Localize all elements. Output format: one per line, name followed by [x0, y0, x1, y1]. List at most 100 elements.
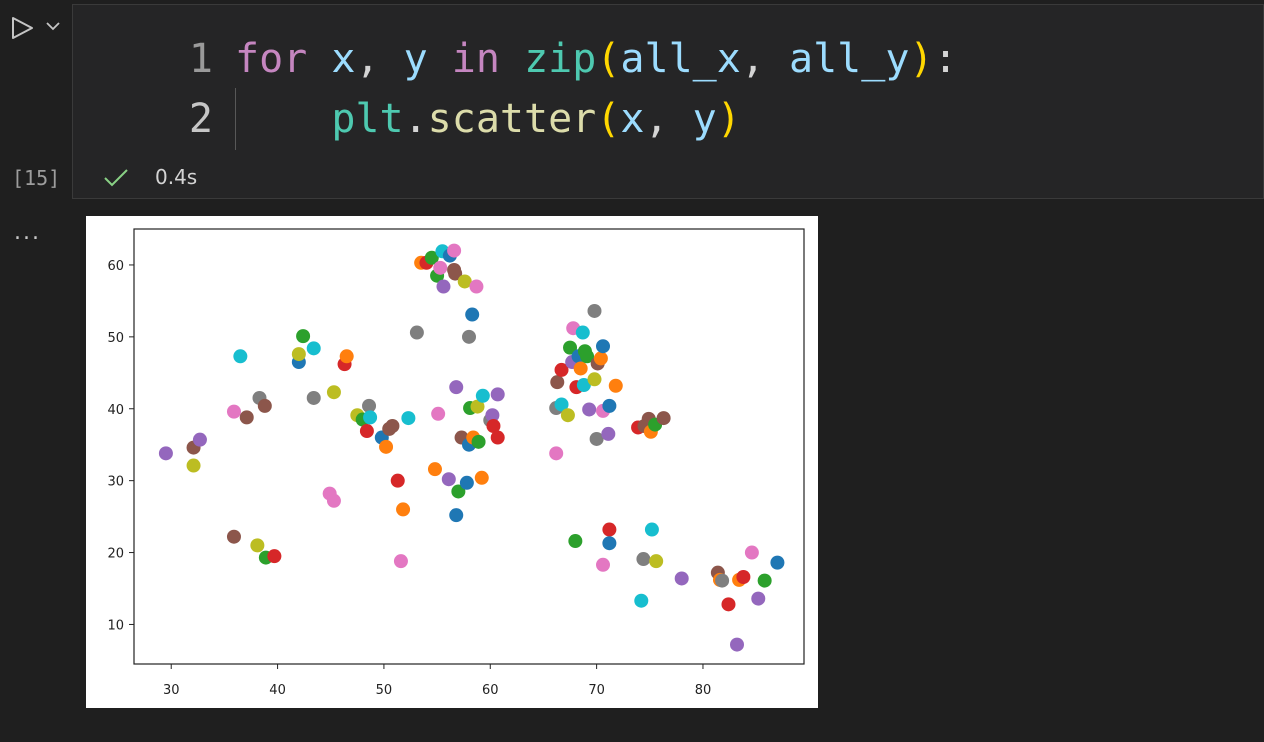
- scatter-point: [448, 266, 463, 281]
- scatter-point: [736, 570, 751, 584]
- scatter-point: [441, 472, 456, 487]
- scatter-point: [296, 329, 311, 344]
- scatter-point: [475, 388, 490, 403]
- scatter-point: [649, 554, 664, 569]
- scatter-point: [580, 349, 595, 364]
- run-cell-button[interactable]: [10, 16, 36, 40]
- code-token: .: [403, 96, 428, 142]
- scatter-point: [576, 378, 591, 393]
- scatter-point: [436, 279, 451, 294]
- scatter-point: [573, 361, 588, 376]
- code-token: [307, 36, 331, 82]
- scatter-point: [486, 419, 501, 434]
- line-number: 1: [188, 36, 213, 82]
- scatter-point: [431, 406, 446, 421]
- y-tick-label: 30: [107, 475, 124, 490]
- scatter-point: [550, 375, 565, 390]
- scatter-point: [465, 307, 480, 322]
- code-token: plt: [331, 96, 404, 142]
- scatter-point: [474, 470, 489, 485]
- code-token: x: [620, 96, 645, 142]
- code-token: in: [451, 36, 500, 82]
- scatter-point: [587, 372, 602, 387]
- scatter-point: [393, 554, 408, 569]
- scatter-point: [490, 387, 505, 402]
- scatter-point: [596, 339, 610, 354]
- scatter-point: [226, 529, 241, 544]
- scatter-point: [306, 341, 321, 356]
- scatter-point: [730, 637, 744, 652]
- scatter-point: [385, 419, 400, 434]
- code-editor[interactable]: 1 for x, y in zip(all_x, all_y): 2 plt.s…: [73, 5, 1263, 155]
- execution-duration: 0.4s: [155, 165, 198, 189]
- scatter-point: [291, 347, 306, 362]
- scatter-point: [560, 408, 575, 423]
- scatter-point: [424, 250, 439, 265]
- scatter-point: [462, 329, 476, 344]
- run-options-dropdown[interactable]: [44, 18, 62, 34]
- scatter-point: [751, 591, 766, 606]
- scatter-point: [449, 508, 464, 523]
- scatter-point: [554, 397, 569, 412]
- code-token: y: [403, 36, 428, 82]
- scatter-point: [457, 274, 472, 289]
- scatter-point: [427, 462, 442, 477]
- scatter-point: [549, 446, 564, 461]
- scatter-point: [589, 431, 604, 446]
- scatter-point: [634, 593, 649, 608]
- check-icon: [104, 169, 128, 187]
- code-token: zip: [524, 36, 597, 82]
- y-tick-label: 20: [107, 547, 124, 562]
- scatter-point: [469, 279, 484, 294]
- code-token: all_y: [789, 36, 910, 82]
- code-token: ,: [740, 36, 789, 82]
- code-token: x: [331, 36, 356, 82]
- code-cell[interactable]: 1 for x, y in zip(all_x, all_y): 2 plt.s…: [72, 4, 1264, 199]
- scatter-point: [449, 380, 464, 395]
- scatter-point: [359, 424, 374, 439]
- scatter-point: [433, 260, 448, 275]
- cell-gutter: [15] ...: [0, 0, 72, 742]
- code-token: ): [909, 36, 934, 82]
- scatter-point: [306, 390, 321, 405]
- scatter-point: [186, 458, 201, 473]
- scatter-point: [596, 557, 610, 572]
- scatter-point: [587, 303, 602, 318]
- scatter-point: [470, 399, 485, 414]
- x-tick-label: 30: [163, 683, 180, 698]
- scatter-point: [362, 398, 377, 413]
- code-token: :: [933, 36, 958, 82]
- scatter-point: [602, 398, 617, 413]
- output-more-actions-button[interactable]: ...: [14, 220, 41, 245]
- x-tick-label: 40: [269, 683, 286, 698]
- scatter-point: [608, 378, 623, 393]
- code-token: [235, 96, 331, 142]
- y-tick-label: 60: [107, 259, 124, 274]
- x-tick-label: 70: [588, 683, 605, 698]
- scatter-point: [409, 325, 424, 340]
- scatter-point: [396, 502, 411, 517]
- x-tick-label: 50: [376, 683, 393, 698]
- scatter-point: [601, 426, 616, 441]
- scatter-point: [644, 522, 659, 537]
- line-number: 2: [188, 96, 213, 142]
- scatter-point: [401, 411, 416, 426]
- scatter-point: [267, 549, 282, 564]
- x-tick-label: 80: [695, 683, 712, 698]
- code-token: y: [692, 96, 717, 142]
- scatter-point: [326, 493, 341, 508]
- scatter-point: [582, 402, 597, 417]
- play-icon: [12, 17, 33, 39]
- scatter-point: [226, 404, 241, 419]
- scatter-point: [326, 385, 341, 400]
- scatter-point: [602, 536, 617, 551]
- scatter-point: [575, 325, 590, 340]
- chevron-down-icon: [46, 22, 60, 31]
- scatter-point: [471, 434, 486, 449]
- code-token: ): [716, 96, 741, 142]
- code-line-text: plt.scatter(x, y): [235, 89, 741, 149]
- execution-status-bar: 0.4s: [73, 155, 1263, 199]
- indent-guide: [235, 88, 236, 150]
- scatter-point: [744, 545, 759, 560]
- scatter-point: [554, 362, 569, 377]
